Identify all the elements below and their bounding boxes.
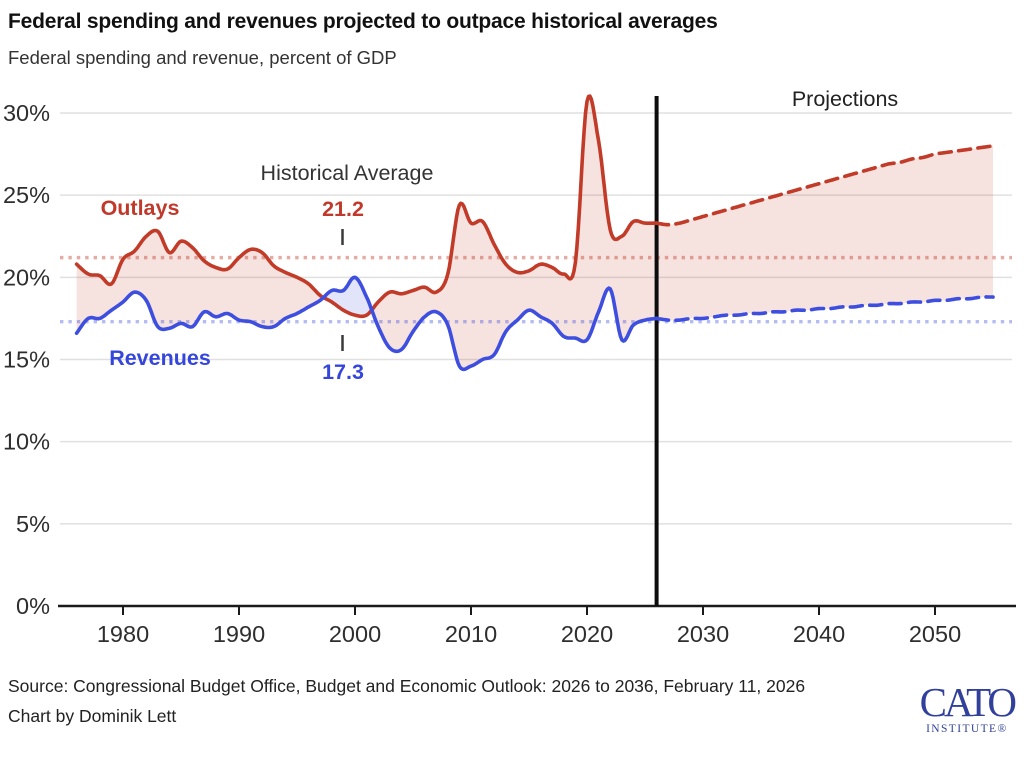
- y-axis-label: 15%: [3, 347, 50, 373]
- projections-label: Projections: [792, 87, 898, 111]
- x-axis-label: 2020: [561, 621, 613, 647]
- gridlines: [60, 112, 1012, 525]
- revenues-series-label: Revenues: [109, 346, 211, 370]
- revenues-average-value: 17.3: [322, 360, 364, 384]
- outlays-series-label: Outlays: [101, 196, 180, 220]
- chart-page: Federal spending and revenues projected …: [0, 10, 1024, 764]
- annotations: Projections Historical Average 21.2 17.3 Out…: [101, 87, 899, 384]
- credit-text: Chart by Dominik Lett: [8, 705, 177, 726]
- logo-wordmark: CATO: [919, 679, 1017, 725]
- source-block: Source: Congressional Budget Office, Bud…: [8, 668, 848, 727]
- historical-average-label: Historical Average: [261, 161, 434, 185]
- revenues-projection-line: [654, 295, 995, 323]
- y-axis-label: 5%: [16, 511, 50, 537]
- x-axis-label: 1990: [213, 621, 265, 647]
- y-axis-label: 20%: [3, 264, 50, 290]
- deficit-surplus-fill: [76, 96, 993, 370]
- y-axis-label: 25%: [3, 182, 50, 208]
- outlays-line: [74, 94, 659, 319]
- x-axis-label: 2000: [329, 621, 381, 647]
- footer: Source: Congressional Budget Office, Bud…: [8, 668, 1017, 735]
- outlays-average-value: 21.2: [322, 197, 364, 221]
- y-axis-label: 10%: [3, 429, 50, 455]
- logo-subtext: INSTITUTE®: [926, 722, 1008, 735]
- x-axis-label: 2030: [677, 621, 729, 647]
- source-text: Source: Congressional Budget Office, Bud…: [8, 676, 806, 696]
- y-axis-label: 0%: [16, 593, 50, 619]
- series-lines: [74, 94, 995, 372]
- x-axis-label: 2050: [909, 621, 961, 647]
- x-axis-label: 2010: [445, 621, 497, 647]
- y-axis-labels: 0% 5% 10% 15% 20% 25% 30%: [3, 100, 50, 619]
- x-axis: 1980 1990 2000 2010 2020 2030 2040 2050: [58, 604, 1016, 647]
- x-axis-label: 1980: [97, 621, 149, 647]
- x-axis-label: 2040: [793, 621, 845, 647]
- cato-institute-logo: CATO INSTITUTE®: [919, 679, 1017, 735]
- revenues-line: [74, 275, 659, 372]
- outlays-projection-line: [654, 144, 995, 227]
- spending-revenue-chart: 0% 5% 10% 15% 20% 25% 30% 1980 1990 2000 2010 2020 2…: [3, 87, 1016, 647]
- y-axis-label: 30%: [3, 100, 50, 126]
- page-title: Federal spending and revenues projected …: [8, 10, 718, 33]
- page-subtitle: Federal spending and revenue, percent of…: [8, 47, 397, 68]
